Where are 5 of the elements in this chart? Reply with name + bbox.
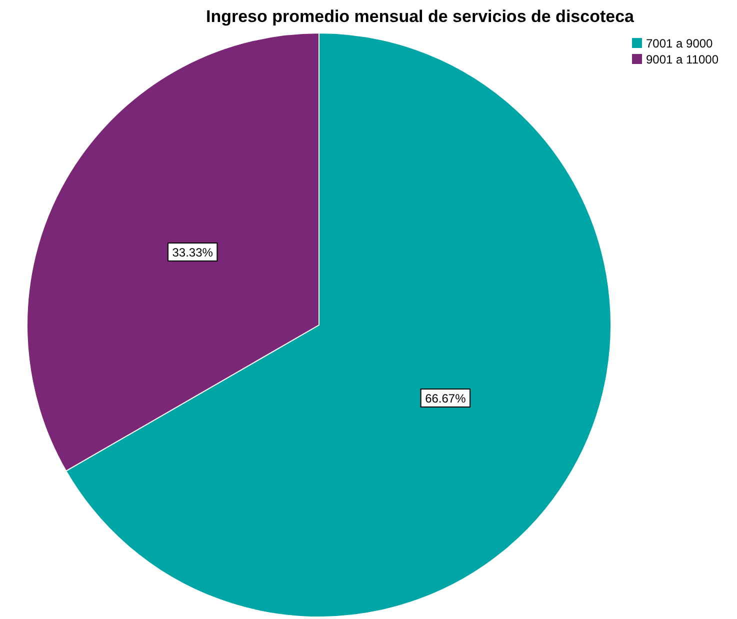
chart-title: Ingreso promedio mensual de servicios de discoteca <box>206 7 635 26</box>
data-label: 66.67% <box>425 392 466 406</box>
data-label: 33.33% <box>172 245 214 260</box>
legend-label: 7001 a 9000 <box>646 36 714 50</box>
legend-label: 9001 a 11000 <box>646 52 719 66</box>
